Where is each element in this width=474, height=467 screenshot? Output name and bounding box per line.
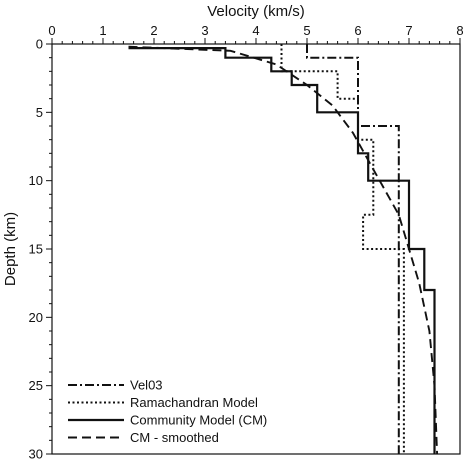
x-tick-label: 3 [201, 23, 208, 38]
x-tick-label: 6 [354, 23, 361, 38]
legend-label: Ramachandran Model [130, 395, 258, 410]
x-tick-label: 2 [150, 23, 157, 38]
y-axis-title: Depth (km) [2, 212, 19, 286]
y-tick-label: 25 [29, 378, 43, 393]
x-tick-label: 5 [303, 23, 310, 38]
series-dashed-line [128, 45, 439, 455]
series-dotted-line [280, 44, 405, 454]
series-solid-line [128, 47, 436, 454]
x-tick-label: 7 [405, 23, 412, 38]
x-tick-label: 1 [99, 23, 106, 38]
series-lines [128, 44, 439, 455]
legend-label: Vel03 [130, 378, 163, 393]
y-tick-label: 10 [29, 173, 43, 188]
y-tick-label: 0 [36, 37, 43, 52]
legend-label: Community Model (CM) [130, 413, 267, 428]
x-tick-label: 0 [48, 23, 55, 38]
legend: Vel03 Ramachandran Model Community Model (… [68, 378, 267, 445]
x-tick-label: 4 [252, 23, 259, 38]
axis-ticks: 0 1 2 3 4 5 6 7 8 0 5 10 15 20 25 30 [29, 23, 464, 462]
y-tick-label: 15 [29, 242, 43, 257]
x-tick-label: 8 [456, 23, 463, 38]
legend-label: CM - smoothed [130, 430, 219, 445]
y-tick-label: 20 [29, 310, 43, 325]
y-tick-label: 30 [29, 447, 43, 462]
y-tick-label: 5 [36, 105, 43, 120]
x-axis-title: Velocity (km/s) [207, 3, 305, 20]
